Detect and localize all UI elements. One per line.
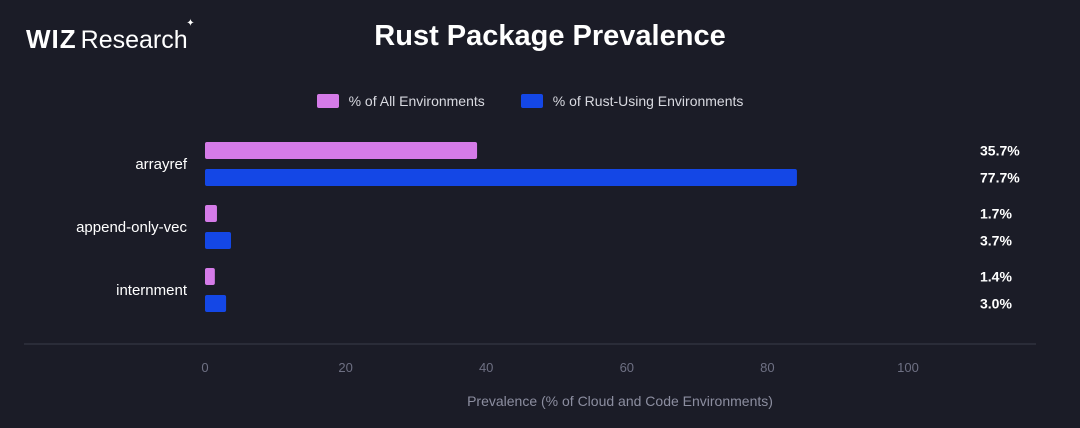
- logo-wiz-wordmark: WIZ: [26, 24, 77, 54]
- legend-item-all-environments[interactable]: % of All Environments: [316, 93, 485, 109]
- category-label: append-only-vec: [76, 219, 187, 236]
- category-label: internment: [116, 282, 188, 299]
- data-label: 1.7%: [980, 206, 1012, 222]
- x-tick-label: 80: [760, 360, 774, 375]
- category-label: arrayref: [135, 156, 188, 173]
- data-label: 3.0%: [980, 296, 1012, 312]
- x-tick-label: 100: [897, 360, 919, 375]
- data-label: 1.4%: [980, 269, 1012, 285]
- legend-swatch-all: [316, 94, 339, 108]
- legend-label-rust: % of Rust-Using Environments: [552, 93, 744, 109]
- bar: [205, 268, 215, 285]
- data-label: 77.7%: [980, 170, 1020, 186]
- chart-title: Rust Package Prevalence: [374, 20, 726, 52]
- x-tick-label: 0: [201, 360, 208, 375]
- chart-legend: % of All Environments % of Rust-Using En…: [0, 93, 1060, 109]
- wiz-research-logo: WIZ ✦ Research: [26, 18, 195, 55]
- x-tick-label: 60: [620, 360, 634, 375]
- x-tick-label: 20: [338, 360, 352, 375]
- legend-swatch-rust: [520, 94, 543, 108]
- bar: [205, 295, 227, 312]
- bar: [205, 142, 478, 159]
- x-axis-label: Prevalence (% of Cloud and Code Environm…: [467, 393, 773, 409]
- bar: [205, 205, 217, 222]
- x-tick-label: 40: [479, 360, 493, 375]
- legend-item-rust-environments[interactable]: % of Rust-Using Environments: [520, 93, 744, 109]
- data-label: 3.7%: [980, 233, 1012, 249]
- logo-star-icon: ✦: [186, 18, 195, 29]
- logo-research-text: Research: [80, 26, 188, 54]
- legend-label-all: % of All Environments: [348, 93, 485, 109]
- data-label: 35.7%: [980, 143, 1020, 159]
- bar: [205, 232, 232, 249]
- bar: [205, 169, 797, 186]
